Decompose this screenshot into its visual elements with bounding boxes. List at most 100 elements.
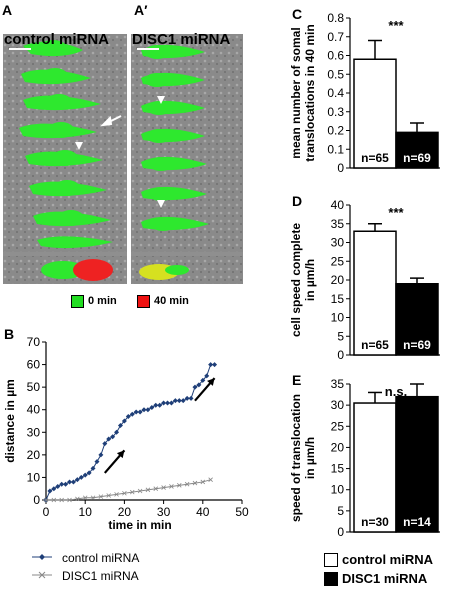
n-label-disc1: n=14	[403, 515, 431, 529]
y-axis-label: distance in µm	[3, 379, 17, 463]
data-point-control	[145, 407, 151, 413]
data-point-disc1	[129, 489, 135, 495]
significance-label: ***	[388, 18, 404, 33]
data-point-disc1	[82, 495, 88, 501]
bar-chart-cell-speed: 0 5 10 15 20 25 30 35 40 cell speed complete in µm…	[289, 198, 440, 362]
data-point-control	[212, 362, 218, 368]
x-axis-label: time in min	[108, 518, 171, 530]
y-tick-label: 10	[331, 311, 345, 325]
data-point-disc1	[51, 497, 57, 503]
significance-label: ***	[388, 205, 404, 220]
y-tick-label: 35	[331, 217, 345, 231]
arrow-icon-head	[207, 378, 215, 386]
y-tick-label: 0.1	[327, 142, 344, 156]
data-point-control	[176, 398, 182, 404]
micrograph-disc1-timelapse	[131, 34, 243, 284]
data-point-disc1	[98, 494, 104, 499]
data-point-control	[63, 481, 69, 487]
x-tick-label: 10	[79, 505, 93, 519]
y-tick-label: 0	[337, 348, 344, 362]
legend-label-0min: 0 min	[88, 295, 117, 307]
data-point-control	[153, 402, 159, 408]
y-axis-label-line1: mean number of somal	[289, 27, 303, 158]
data-point-disc1	[153, 486, 159, 491]
legend-swatch-40min	[137, 295, 150, 308]
panel-label-a-prime: A′	[134, 2, 148, 18]
micrograph-disc1-title: DISC1 miRNA	[132, 31, 231, 48]
bar-disc1	[395, 283, 439, 356]
y-tick-label: 0.7	[327, 30, 344, 44]
data-point-disc1	[176, 483, 182, 488]
data-point-control	[129, 411, 135, 417]
data-point-control	[157, 402, 163, 408]
data-point-control	[78, 474, 84, 480]
y-tick-label: 70	[27, 335, 41, 349]
data-point-control	[67, 479, 73, 485]
arrow-icon-head	[116, 450, 125, 459]
data-point-disc1	[208, 477, 213, 482]
panel-label-b: B	[4, 326, 15, 342]
y-tick-label: 20	[331, 273, 345, 287]
line-legend-label-disc1: DISC1 miRNA	[62, 569, 139, 583]
data-point-disc1	[145, 487, 151, 493]
data-point-control	[55, 483, 61, 489]
data-point-disc1	[43, 497, 49, 503]
data-point-control	[137, 409, 143, 415]
data-point-control	[47, 488, 53, 494]
data-point-disc1	[90, 495, 96, 501]
y-tick-label: 0.5	[327, 67, 344, 81]
panel-label-e: E	[292, 372, 302, 388]
series-line-disc1	[46, 479, 211, 501]
data-point-control	[133, 409, 139, 415]
y-tick-label: 5	[337, 329, 344, 343]
n-label-control: n=65	[361, 151, 389, 165]
data-point-disc1	[75, 496, 80, 502]
micrograph-control-title: control miRNA	[4, 31, 109, 48]
bar-legend-label-control: control miRNA	[342, 552, 433, 567]
y-tick-label: 15	[331, 292, 345, 306]
bar-legend-swatch-control	[324, 553, 338, 567]
data-point-control	[165, 400, 171, 406]
data-point-disc1	[106, 493, 112, 498]
y-tick-label: 10	[27, 470, 41, 484]
data-point-disc1	[59, 497, 64, 503]
legend-diamond-icon	[39, 554, 45, 560]
data-point-control	[196, 382, 202, 388]
data-point-control	[106, 436, 112, 442]
panel-label-a: A	[2, 2, 13, 18]
micrograph-control-timelapse	[3, 34, 127, 284]
y-tick-label: 40	[27, 403, 41, 417]
data-point-disc1	[114, 492, 119, 497]
y-tick-label: 0.3	[327, 105, 344, 119]
data-point-disc1	[137, 488, 143, 494]
scale-bar	[137, 48, 159, 50]
y-tick-label: 10	[331, 483, 345, 497]
bar-control	[353, 58, 397, 169]
data-point-control	[208, 362, 214, 368]
y-tick-label: 0	[337, 161, 344, 175]
bar-control	[353, 230, 397, 356]
y-tick-label: 20	[27, 448, 41, 462]
x-tick-label: 30	[157, 505, 171, 519]
y-tick-label: 40	[331, 198, 345, 212]
bar-disc1	[395, 395, 439, 533]
data-point-control	[121, 418, 127, 424]
y-tick-label: 30	[331, 236, 345, 250]
data-point-disc1	[184, 481, 190, 487]
series-line-control	[45, 364, 215, 501]
data-point-control	[125, 413, 131, 419]
data-point-disc1	[161, 485, 166, 490]
legend-x-icon	[38, 571, 46, 579]
y-tick-label: 20	[331, 440, 345, 454]
data-point-disc1	[200, 479, 206, 485]
data-point-control	[149, 404, 155, 410]
n-label-disc1: n=69	[403, 151, 431, 165]
x-tick-label: 20	[118, 505, 132, 519]
data-point-control	[70, 479, 76, 485]
n-label-control: n=65	[361, 338, 389, 352]
y-axis-label-line1: cell speed complete	[289, 223, 303, 337]
bar-chart-translocation-speed: 0 5 10 15 20 25 30 35 speed of translocation in µ…	[289, 377, 440, 539]
data-point-disc1	[192, 480, 198, 486]
x-tick-label: 50	[235, 505, 249, 519]
data-point-control	[82, 472, 88, 478]
